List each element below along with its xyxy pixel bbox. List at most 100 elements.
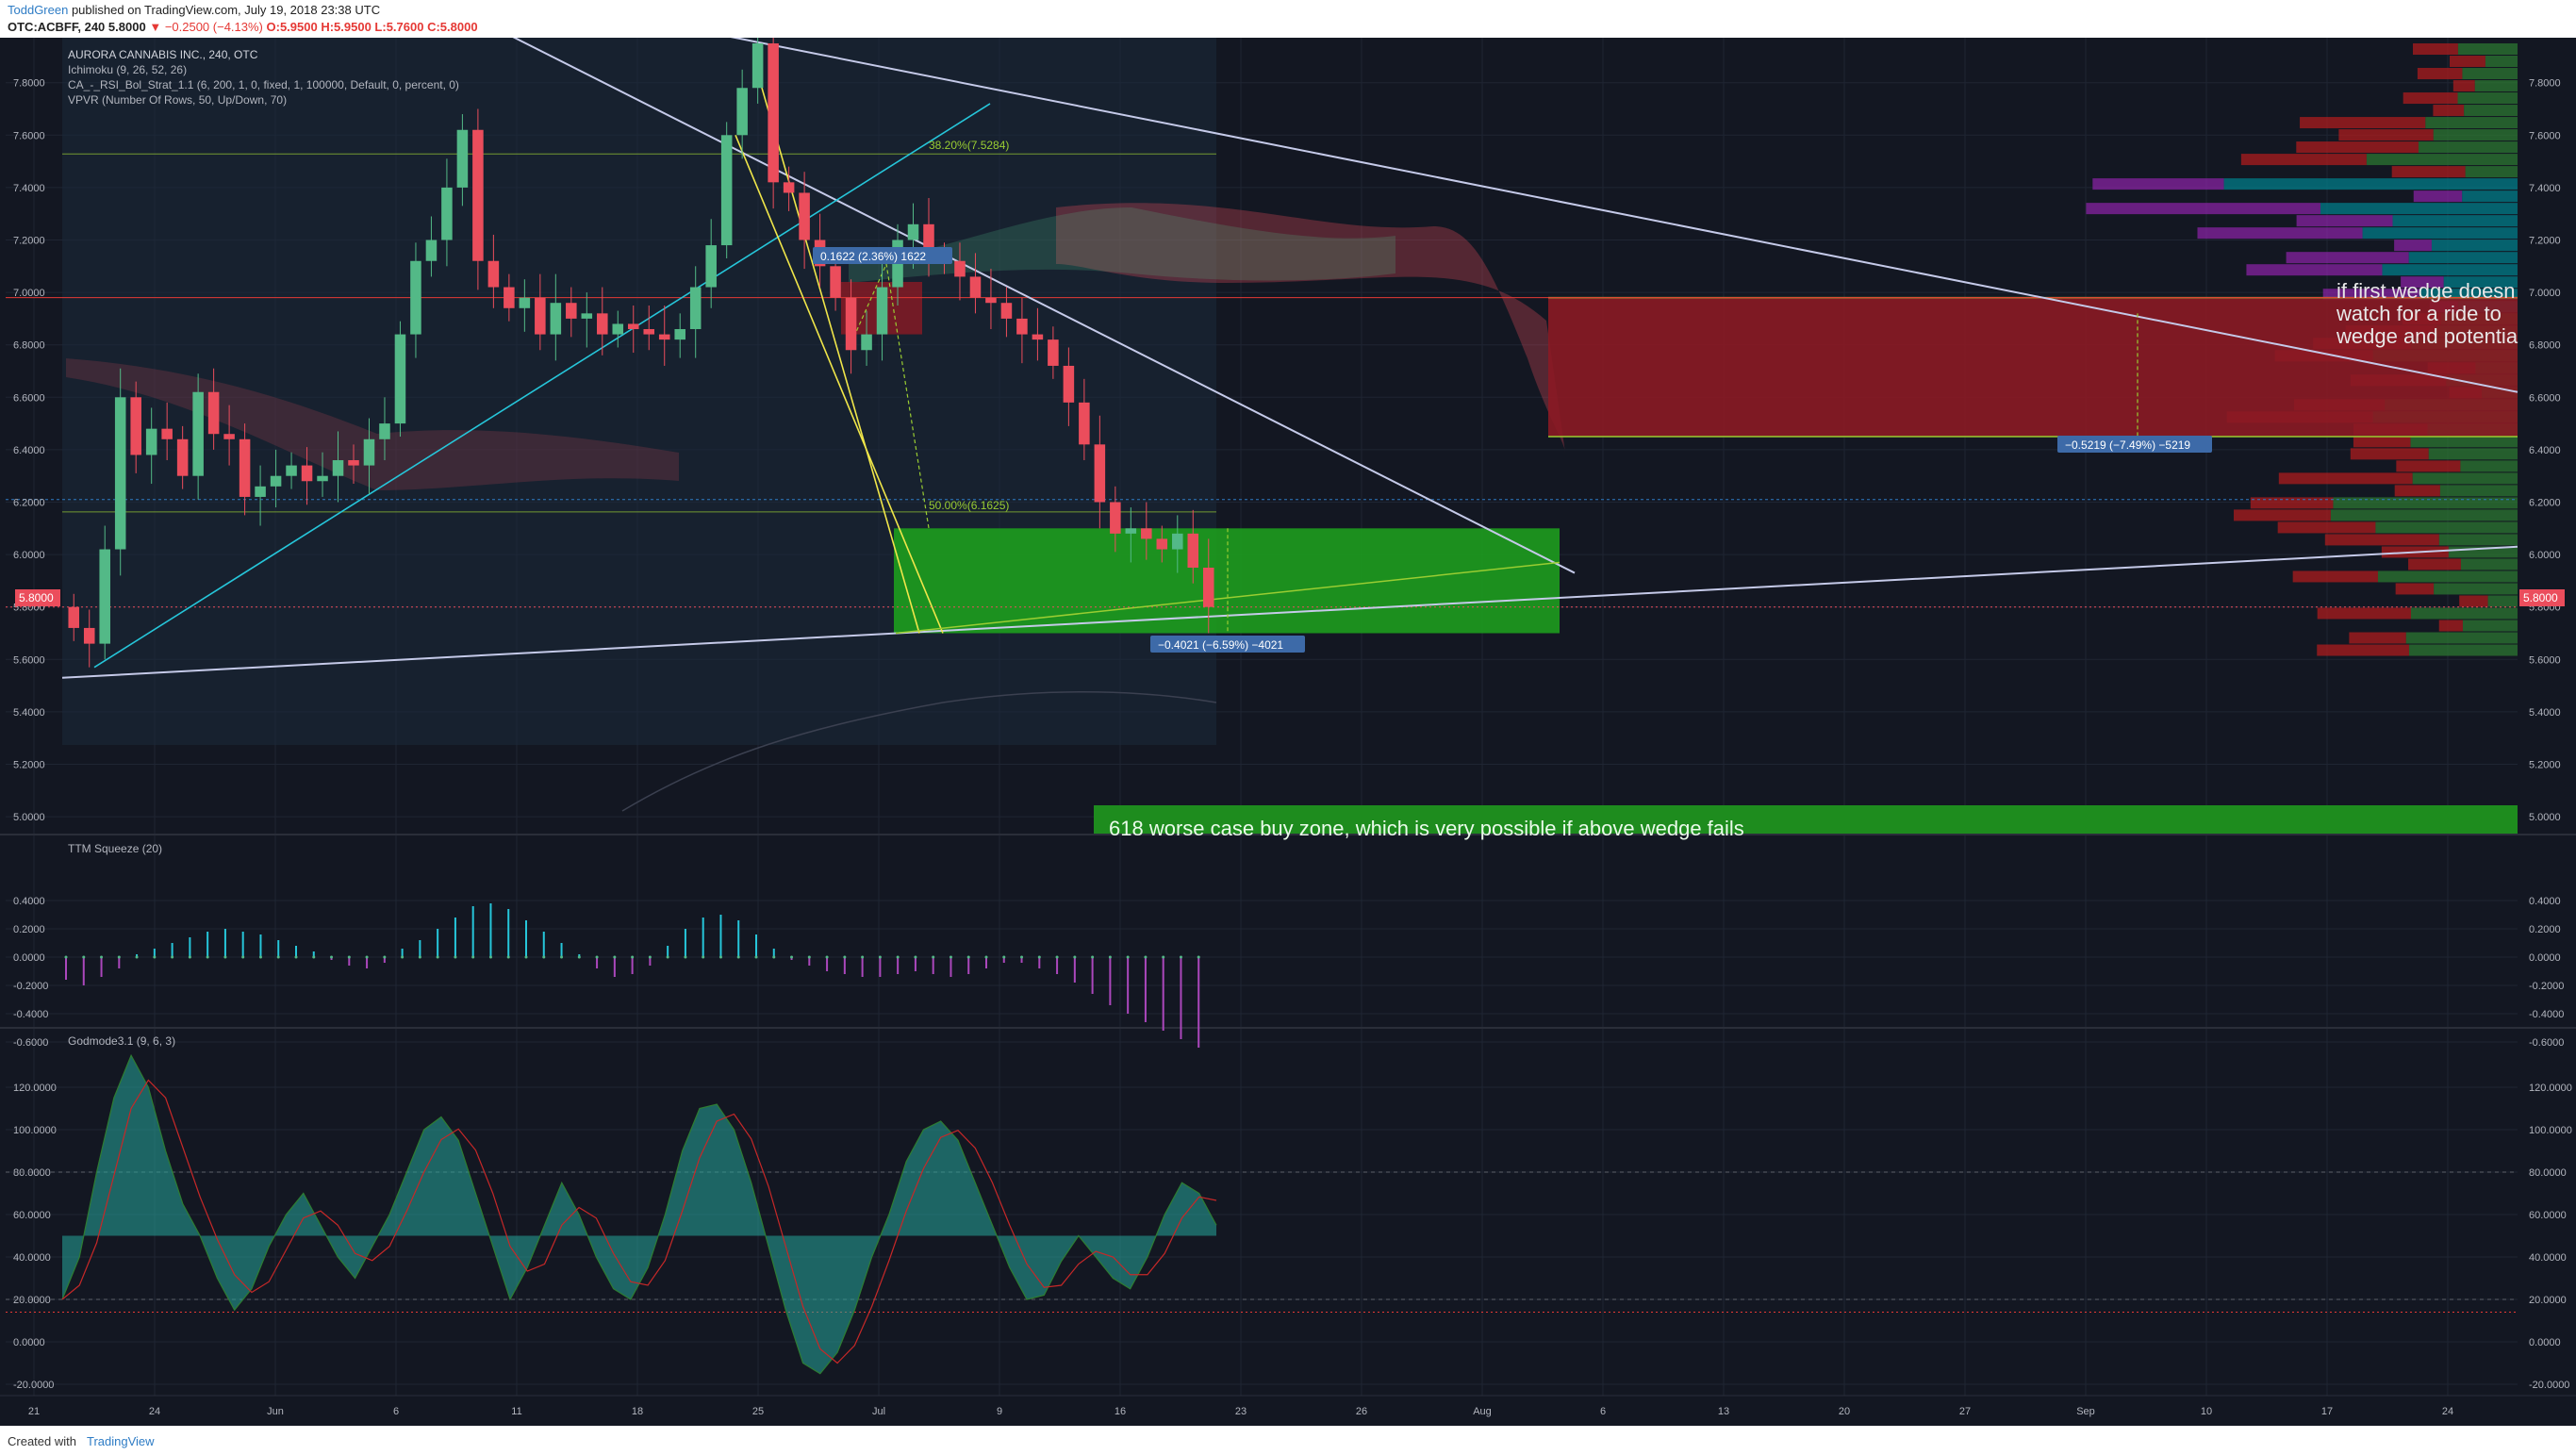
- candle-body: [1032, 334, 1044, 340]
- fib-yellow-line-1: [735, 134, 944, 634]
- ttm-squeeze-dot: [542, 955, 546, 959]
- ttm-squeeze-dot: [1108, 955, 1112, 959]
- volume-bar-down: [2452, 80, 2475, 92]
- author-link[interactable]: ToddGreen: [8, 3, 69, 17]
- legend-godmode[interactable]: Godmode3.1 (9, 6, 3): [68, 1034, 175, 1048]
- candle-body: [783, 182, 795, 193]
- ttm-squeeze-dot: [1197, 955, 1200, 959]
- price-tick-right: 5.0000: [2529, 812, 2561, 823]
- volume-bar-down: [2317, 644, 2409, 656]
- godmode-tick-left: 40.0000: [13, 1252, 51, 1264]
- volume-bar-up: [2474, 80, 2518, 92]
- ttm-tick-left: -0.6000: [13, 1037, 48, 1049]
- candle-body: [1094, 444, 1106, 503]
- cloud-segment-red-1: [66, 358, 679, 490]
- ttm-squeeze-dot: [684, 955, 687, 959]
- price-tick-left: 6.4000: [13, 445, 45, 456]
- ttm-squeeze-dot: [595, 955, 599, 959]
- candle-body: [1187, 533, 1199, 568]
- ttm-squeeze-dot: [648, 955, 652, 959]
- candle-body: [1125, 528, 1137, 534]
- last-price-badge: 5.8000 5.8000: [15, 589, 2565, 606]
- ttm-squeeze-dot: [64, 955, 68, 959]
- ttm-squeeze-dot: [1020, 955, 1024, 959]
- ttm-squeeze-dot: [1126, 955, 1130, 959]
- candle-body: [1156, 538, 1168, 550]
- legend-ichimoku[interactable]: Ichimoku (9, 26, 52, 26): [68, 63, 187, 76]
- candle-body: [1172, 533, 1183, 550]
- time-tick: 18: [632, 1406, 643, 1417]
- volume-bar-up: [2408, 644, 2518, 656]
- symbol-interval: OTC:ACBFF, 240: [8, 20, 106, 34]
- candle-body: [643, 329, 655, 335]
- candle-body: [581, 313, 593, 319]
- price-tick-right: 7.8000: [2529, 78, 2561, 90]
- ttm-squeeze-dot: [1002, 955, 1006, 959]
- ttm-tick-right: -0.6000: [2529, 1037, 2564, 1049]
- ttm-squeeze-dot: [1055, 955, 1059, 959]
- volume-bar-up: [2462, 620, 2518, 632]
- volume-bar-up: [2462, 68, 2518, 80]
- ttm-tick-right: 0.2000: [2529, 924, 2561, 935]
- volume-bar-down: [2277, 521, 2376, 534]
- time-tick: Aug: [1473, 1406, 1492, 1417]
- volume-bar-down: [2350, 448, 2429, 460]
- legend-vpvr[interactable]: VPVR (Number Of Rows, 50, Up/Down, 70): [68, 93, 287, 107]
- time-tick: 16: [1115, 1406, 1126, 1417]
- annotation-wedge-note: if first wedge doesn watch for a ride to…: [2336, 279, 2518, 348]
- tradingview-logo-link[interactable]: TradingView: [87, 1434, 155, 1448]
- price-change: −0.2500 (−4.13%): [164, 20, 263, 34]
- inner-wedge-line: [512, 38, 1576, 574]
- ttm-squeeze-dot: [100, 955, 104, 959]
- candle-body: [130, 397, 141, 455]
- price-tick-left: 6.2000: [13, 498, 45, 509]
- volume-bar-up: [2464, 105, 2518, 117]
- candle-body: [674, 329, 685, 340]
- price-tick-left: 6.8000: [13, 340, 45, 352]
- price-tick-right: 6.8000: [2529, 340, 2561, 352]
- candle-body: [597, 313, 608, 335]
- volume-bar-down: [2286, 252, 2409, 264]
- candle-body: [612, 323, 624, 335]
- measure-text-3: −0.5219 (−7.49%) −5219: [2065, 438, 2190, 452]
- volume-bar-down: [2234, 509, 2331, 521]
- ohlc-values: O:5.9500 H:5.9500 L:5.7600 C:5.8000: [266, 20, 478, 34]
- candle-body: [145, 428, 157, 455]
- volume-bar-up: [2434, 583, 2518, 595]
- candle-body: [176, 438, 189, 476]
- fib-labels: 38.20%(7.5284) 50.00%(6.1625): [929, 139, 1009, 512]
- candle-body: [550, 303, 562, 335]
- volume-bar-down: [2396, 460, 2461, 472]
- created-with-label: Created with: [8, 1434, 76, 1448]
- volume-bar-down: [2438, 620, 2463, 632]
- candle-body: [751, 43, 764, 89]
- price-tick-left: 7.6000: [13, 130, 45, 141]
- ttm-tick-right: -0.2000: [2529, 981, 2564, 992]
- volume-bar-up: [2465, 166, 2518, 178]
- pane-legends: AURORA CANNABIS INC., 240, OTC Ichimoku …: [68, 48, 459, 1048]
- volume-bar-up: [2405, 632, 2518, 644]
- ichimoku-cloud: [66, 203, 1565, 490]
- candle-body: [1202, 568, 1214, 607]
- ttm-squeeze-dot: [772, 955, 776, 959]
- publish-line: ToddGreen published on TradingView.com, …: [8, 3, 380, 17]
- ttm-tick-left: -0.4000: [13, 1009, 48, 1020]
- time-axis[interactable]: 21 24 Jun 6 11 18 25 Jul 9 16 23 26 Aug 6 13 20 27 Sep 10 1…: [0, 1395, 2576, 1417]
- legend-rsi-strategy[interactable]: CA_-_RSI_Bol_Strat_1.1 (6, 200, 1, 0, fi…: [68, 78, 459, 91]
- ttm-squeeze-dot: [613, 955, 617, 959]
- godmode-tick-right: 40.0000: [2529, 1252, 2567, 1264]
- ttm-squeeze-dot: [276, 955, 280, 959]
- candle-body: [1000, 303, 1013, 319]
- volume-bar-up: [2457, 43, 2518, 55]
- time-tick: 20: [1839, 1406, 1850, 1417]
- candle-body: [1110, 502, 1121, 534]
- volume-bar-up: [2433, 129, 2518, 141]
- chart-canvas[interactable]: 0.4000 0.4000 0.2000 0.2000 0.0000 0.0000 -0.2…: [0, 38, 2576, 1426]
- ttm-squeeze-dot: [153, 955, 157, 959]
- ttm-tick-left: 0.0000: [13, 952, 45, 964]
- candle-body: [410, 260, 421, 335]
- ttm-squeeze-histogram: 0.4000 0.4000 0.2000 0.2000 0.0000 0.0000 -0.2…: [6, 896, 2564, 1049]
- godmode-tick-left: -20.0000: [13, 1380, 54, 1391]
- ttm-squeeze-dot: [135, 955, 139, 959]
- legend-ttm-squeeze[interactable]: TTM Squeeze (20): [68, 842, 162, 855]
